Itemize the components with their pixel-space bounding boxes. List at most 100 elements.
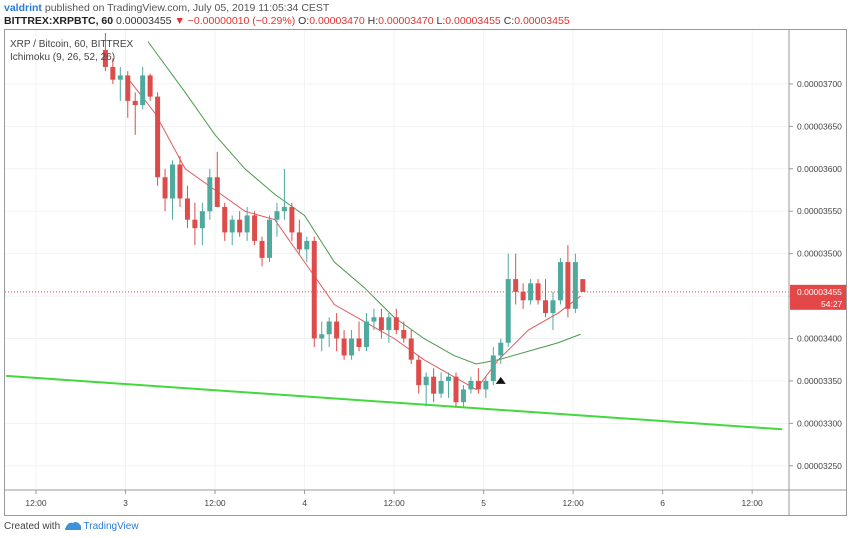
candle-body <box>229 219 235 233</box>
time-tick-label: 12:00 <box>742 498 764 508</box>
last-price-label: 0.00003455 <box>797 287 842 297</box>
ichimoku-base-line <box>147 41 581 365</box>
candle-body <box>565 262 571 309</box>
time-tick-label: 3 <box>123 498 128 508</box>
candle-body <box>341 338 347 356</box>
candle-countdown-label: 54:27 <box>821 299 843 309</box>
candle-body <box>528 283 534 301</box>
candle-body <box>475 380 481 390</box>
time-tick-label: 6 <box>660 498 665 508</box>
candle-body <box>423 376 429 386</box>
candle-body <box>296 232 302 250</box>
symbol-quote-line: BITTREX:XRPBTC, 60 0.00003455 ▼ −0.00000… <box>4 15 570 27</box>
low-label: L: <box>436 15 446 27</box>
candle-body <box>543 300 549 314</box>
candle-body <box>326 321 332 335</box>
last-price: 0.00003455 <box>116 15 172 27</box>
candle-body <box>102 49 108 67</box>
change-arrow-icon: ▼ <box>174 15 185 27</box>
time-tick-label: 12:00 <box>204 498 226 508</box>
candle-body <box>371 317 377 322</box>
time-tick-label: 5 <box>481 498 486 508</box>
candle-body <box>140 75 146 106</box>
candle-body <box>557 262 563 301</box>
tradingview-logo-icon <box>64 520 81 533</box>
price-tick-label: 0.00003550 <box>797 206 842 216</box>
high-value: 0.00003470 <box>378 15 434 27</box>
price-tick-label: 0.00003350 <box>797 376 842 386</box>
candle-body <box>431 376 437 394</box>
candle-body <box>259 240 265 258</box>
price-tick-label: 0.00003600 <box>797 164 842 174</box>
candle-body <box>490 355 496 381</box>
candle-body <box>170 164 176 199</box>
candle-body <box>416 359 422 386</box>
candle-body <box>349 338 355 356</box>
candle-body <box>192 219 198 229</box>
footer: Created with TradingView <box>4 520 139 533</box>
candle-body <box>498 342 504 356</box>
candle-body <box>363 321 369 347</box>
candle-body <box>446 376 452 381</box>
candle-body <box>393 317 399 331</box>
candle-body <box>572 262 578 309</box>
candle-body <box>356 338 362 347</box>
candle-body <box>535 283 541 301</box>
candle-body <box>207 177 213 212</box>
candle-body <box>319 334 325 339</box>
candle-body <box>453 376 459 403</box>
candle-body <box>550 300 556 314</box>
chart-frame[interactable]: 0.00003250 0.00003300 0.00003350 0.00003400… <box>4 29 847 516</box>
candle-body <box>147 75 153 97</box>
candle-body <box>304 240 310 250</box>
high-label: H: <box>367 15 379 27</box>
candle-body <box>132 100 138 106</box>
time-tick-label: 12:00 <box>383 498 405 508</box>
candle-body <box>244 215 250 233</box>
candle-body <box>110 66 116 80</box>
price-change: −0.00000010 (−0.29%) <box>187 15 296 27</box>
support-trendline <box>6 374 783 431</box>
candle-body <box>386 317 392 331</box>
candle-body <box>378 317 384 331</box>
candle-body <box>334 321 340 339</box>
candle-body <box>117 75 123 80</box>
candle-body <box>513 279 519 292</box>
candle-body <box>199 211 205 229</box>
price-tick-label: 0.00003300 <box>797 418 842 428</box>
candle-body <box>162 177 168 199</box>
candle-body <box>266 219 272 258</box>
candle-body <box>125 75 131 101</box>
time-tick-label: 12:00 <box>562 498 584 508</box>
candle-body <box>289 206 295 233</box>
candle-body <box>401 330 407 339</box>
price-chart[interactable]: 0.00003250 0.00003300 0.00003350 0.00003400… <box>5 30 846 515</box>
candle-body <box>311 240 317 339</box>
candle-body <box>177 164 183 199</box>
open-value: 0.00003470 <box>309 15 365 27</box>
candle-body <box>408 338 414 360</box>
open-label: O: <box>298 15 310 27</box>
price-tick-label: 0.00003400 <box>797 333 842 343</box>
time-tick-label: 12:00 <box>25 498 47 508</box>
marker-triangle-icon <box>495 376 506 384</box>
last-price-label-bg <box>790 284 846 310</box>
candle-body <box>580 279 586 292</box>
price-tick-label: 0.00003700 <box>797 79 842 89</box>
symbol-label: BITTREX:XRPBTC, 60 <box>4 15 114 27</box>
candle-body <box>460 389 466 403</box>
candle-body <box>222 206 228 233</box>
legend-indicator[interactable]: Ichimoku (9, 26, 52, 26) <box>10 52 116 63</box>
candle-body <box>252 215 258 241</box>
tradingview-brand[interactable]: TradingView <box>83 521 139 533</box>
publish-text: published on TradingView.com, July 05, 2… <box>44 2 330 14</box>
candle-body <box>155 96 161 178</box>
price-tick-label: 0.00003250 <box>797 461 842 471</box>
time-tick-label: 4 <box>302 498 307 508</box>
author-name[interactable]: valdrint <box>4 2 42 14</box>
close-value: 0.00003455 <box>514 15 570 27</box>
candle-body <box>184 198 190 220</box>
plot-area[interactable] <box>5 33 789 431</box>
candle-body <box>520 291 526 301</box>
publish-info: valdrint published on TradingView.com, J… <box>4 2 329 14</box>
